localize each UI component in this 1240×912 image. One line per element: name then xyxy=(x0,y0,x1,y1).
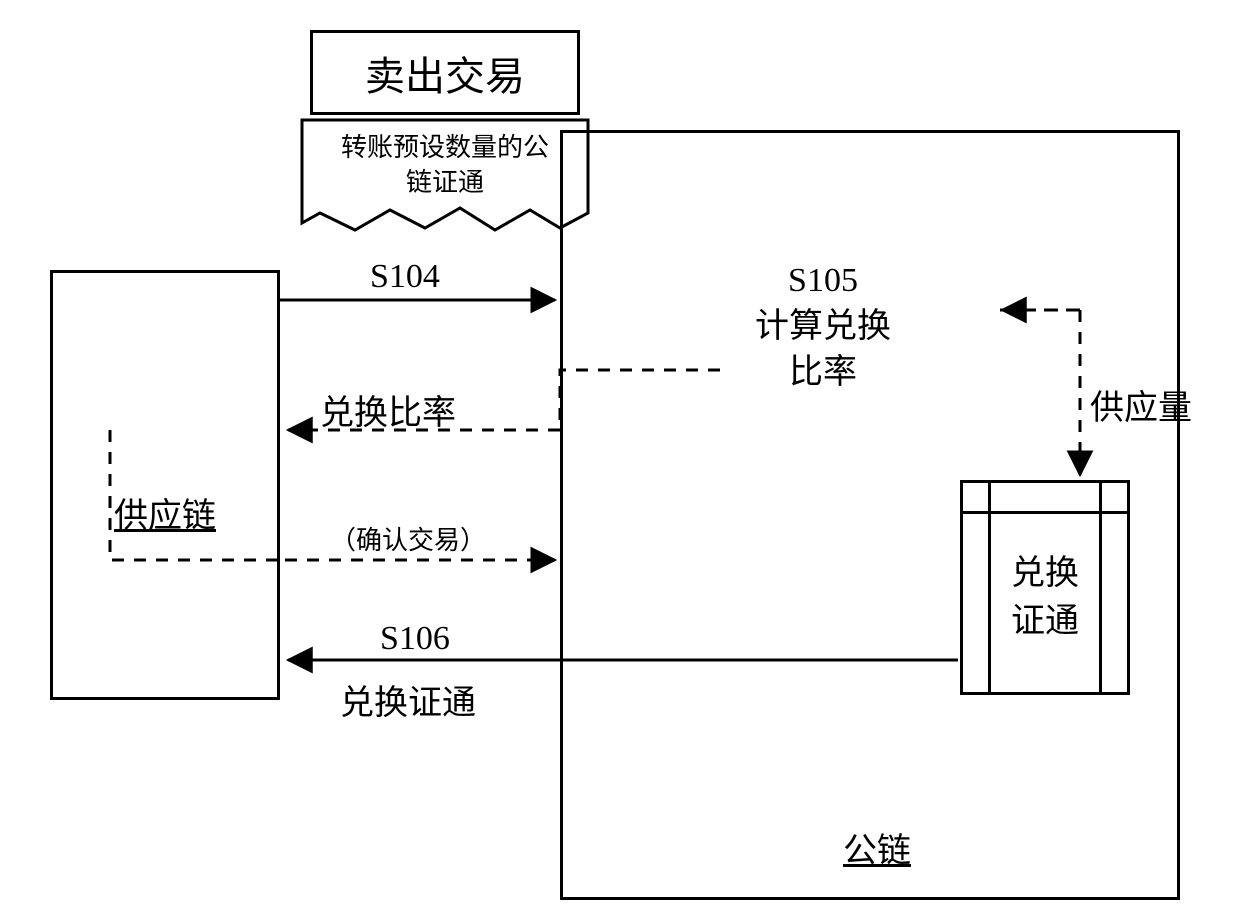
s105-code: S105 xyxy=(755,258,891,304)
supply-chain-box: 供应链 xyxy=(50,270,280,700)
supply-chain-label: 供应链 xyxy=(114,488,216,537)
exchange-token-box: 兑换 证通 xyxy=(960,480,1130,695)
s105-text2: 比率 xyxy=(755,350,891,396)
diagram-canvas: 卖出交易 转账预设数量的公 链证通 供应链 公链 兑换 证通 xyxy=(0,0,1240,912)
s105-label-block: S105 计算兑换 比率 xyxy=(755,258,891,396)
s104-label: S104 xyxy=(370,258,440,296)
transfer-note-box: 转账预设数量的公 链证通 xyxy=(300,118,590,238)
transfer-note-line1: 转账预设数量的公 xyxy=(300,130,590,165)
exchange-token-line2: 证通 xyxy=(960,598,1130,646)
supply-amount-label: 供应量 xyxy=(1090,380,1192,429)
exchange-token-line1: 兑换 xyxy=(960,550,1130,598)
confirm-label: （确认交易） xyxy=(330,520,486,557)
s106-text-label: 兑换证通 xyxy=(340,675,476,724)
public-chain-label: 公链 xyxy=(843,823,911,872)
sell-transaction-label: 卖出交易 xyxy=(365,44,525,102)
sell-transaction-box: 卖出交易 xyxy=(310,30,580,115)
s106-code-label: S106 xyxy=(380,620,450,658)
exchange-ratio-label: 兑换比率 xyxy=(320,385,456,434)
transfer-note-line2: 链证通 xyxy=(300,165,590,200)
s105-text1: 计算兑换 xyxy=(755,304,891,350)
